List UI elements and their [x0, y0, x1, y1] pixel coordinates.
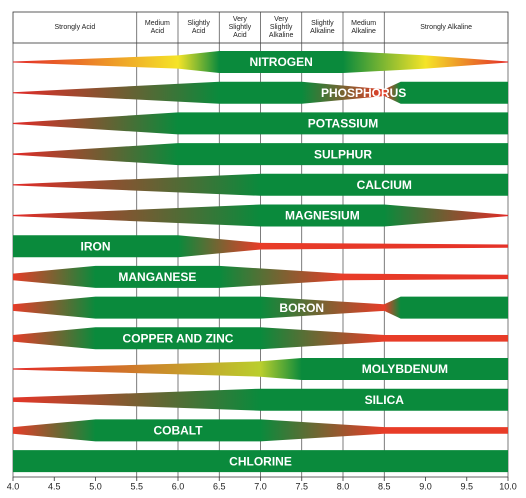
x-tick-label: 10.0	[499, 481, 517, 491]
availability-band	[13, 265, 508, 288]
x-tick-label: 7.0	[254, 481, 267, 491]
band-label: COBALT	[153, 424, 203, 438]
zone-label: Medium Alkaline	[351, 19, 377, 35]
zone-label: Medium Acid	[144, 19, 170, 35]
zone-label: Very Slightly Alkaline	[268, 15, 294, 39]
zone-label: Strongly Alkaline	[420, 23, 472, 31]
band-label: SILICA	[365, 393, 405, 407]
availability-band	[13, 296, 508, 319]
availability-band	[13, 358, 508, 380]
band-label: COPPER AND ZINC	[123, 331, 234, 345]
availability-band	[13, 450, 508, 473]
x-tick-label: 9.0	[419, 481, 432, 491]
availability-band	[13, 143, 508, 166]
x-tick-label: 6.0	[172, 481, 185, 491]
zone-label: Strongly Acid	[54, 23, 96, 31]
x-tick-label: 5.5	[130, 481, 143, 491]
zone-label: Slightly Alkaline	[310, 19, 335, 35]
availability-band	[13, 235, 508, 258]
band-label: MAGNESIUM	[285, 209, 360, 223]
zone-label: Very Slightly Acid	[228, 15, 252, 39]
band-label: CALCIUM	[357, 178, 412, 192]
band-label: BORON	[279, 301, 324, 315]
x-tick-label: 4.5	[48, 481, 61, 491]
band-label: CHLORINE	[229, 454, 292, 468]
availability-band	[13, 204, 508, 227]
availability-band	[13, 51, 508, 73]
x-tick-label: 8.5	[378, 481, 391, 491]
x-tick-label: 9.5	[460, 481, 473, 491]
band-label: NITROGEN	[249, 55, 312, 69]
availability-band	[13, 419, 508, 442]
availability-band	[13, 327, 508, 350]
availability-band	[13, 388, 508, 411]
x-tick-label: 6.5	[213, 481, 226, 491]
band-label: PHOSPHORUS	[321, 86, 406, 100]
zone-label: Slightly Acid	[187, 19, 210, 35]
band-label: SULPHUR	[314, 147, 372, 161]
band-label: MANGANESE	[118, 270, 196, 284]
x-tick-label: 8.0	[337, 481, 350, 491]
availability-band	[13, 81, 508, 104]
x-tick-label: 7.5	[295, 481, 308, 491]
band-label: POTASSIUM	[308, 117, 378, 131]
x-tick-label: 4.0	[7, 481, 20, 491]
x-tick-label: 5.0	[89, 481, 102, 491]
availability-band	[13, 173, 508, 196]
band-label: IRON	[81, 239, 111, 253]
band-label: MOLYBDENUM	[362, 362, 448, 376]
availability-band	[13, 112, 508, 135]
